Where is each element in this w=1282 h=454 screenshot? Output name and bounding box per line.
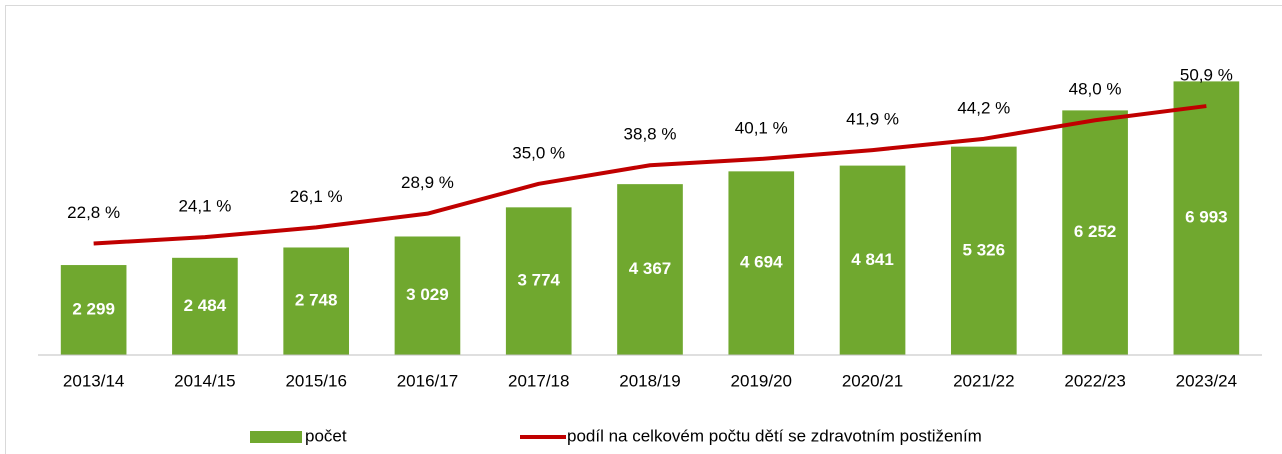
x-tick-label: 2013/14: [63, 371, 124, 390]
bar: [394, 236, 461, 355]
x-tick-label: 2018/19: [619, 371, 680, 390]
x-tick-label: 2021/22: [953, 371, 1014, 390]
bar: [283, 247, 350, 355]
legend-swatch: [250, 431, 302, 443]
x-tick-label: 2014/15: [174, 371, 235, 390]
x-tick-label: 2017/18: [508, 371, 569, 390]
line-value-label: 22,8 %: [67, 203, 120, 222]
bar: [617, 184, 683, 355]
bar-value-label: 5 326: [963, 240, 1006, 259]
line: [93, 104, 1207, 246]
line-value-label: 28,9 %: [401, 173, 454, 192]
bar: [728, 171, 795, 355]
bar: [1062, 110, 1128, 355]
line-value-label: 38,8 %: [624, 125, 677, 144]
x-tick-label: 2023/24: [1176, 371, 1237, 390]
bar-value-label: 3 774: [517, 271, 560, 290]
x-tick-label: 2015/16: [285, 371, 346, 390]
line-value-label: 40,1 %: [735, 118, 788, 137]
bar: [839, 165, 906, 355]
bar-value-label: 6 993: [1185, 208, 1228, 227]
bar: [60, 265, 127, 355]
bar-value-label: 2 748: [295, 291, 338, 310]
bar-value-label: 2 299: [72, 300, 115, 319]
bar: [950, 146, 1017, 355]
x-tick-label: 2022/23: [1064, 371, 1125, 390]
bar-value-label: 2 484: [184, 296, 227, 315]
line-value-label: 48,0 %: [1069, 80, 1122, 99]
chart-frame: [5, 5, 1282, 454]
line-value-label: 41,9 %: [846, 110, 899, 129]
bar-value-label: 6 252: [1074, 222, 1117, 241]
bar: [172, 257, 238, 355]
bar: [1173, 81, 1240, 356]
line-value-label: 50,9 %: [1180, 66, 1233, 85]
bar-value-label: 4 841: [851, 250, 894, 269]
x-tick-label: 2019/20: [731, 371, 792, 390]
legend-label: počet: [305, 426, 347, 445]
x-tick-label: 2020/21: [842, 371, 903, 390]
bar: [505, 207, 572, 355]
line-value-label: 44,2 %: [957, 98, 1010, 117]
bar-value-label: 3 029: [406, 285, 449, 304]
x-tick-label: 2016/17: [397, 371, 458, 390]
legend-label: podíl na celkovém počtu dětí se zdravotn…: [567, 426, 982, 445]
line-value-label: 24,1 %: [178, 197, 231, 216]
line-value-label: 35,0 %: [512, 143, 565, 162]
bar-value-label: 4 694: [740, 253, 783, 272]
line-value-label: 26,1 %: [290, 187, 343, 206]
bar-value-label: 4 367: [629, 259, 672, 278]
